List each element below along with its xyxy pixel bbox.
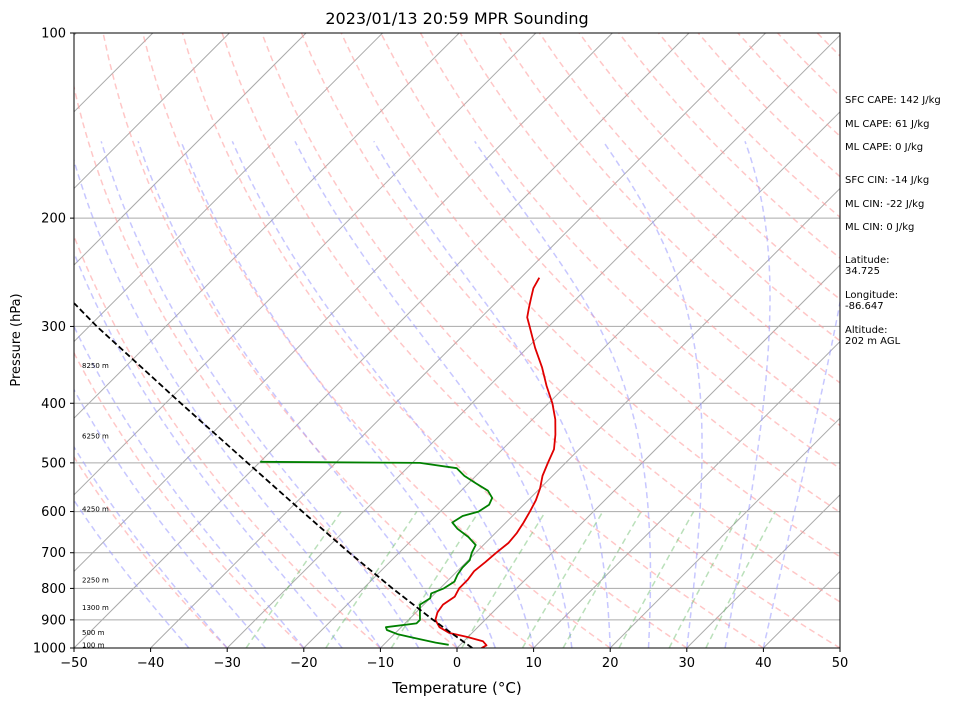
y-tick-label: 800	[41, 582, 66, 597]
moist-adiabat-line	[74, 250, 343, 648]
dry-adiabat-line	[181, 33, 688, 648]
ml-cape-text-2: ML CAPE: 0 J/kg	[845, 142, 924, 153]
isotherm-line	[226, 34, 840, 648]
mixing-ratio-line	[245, 511, 342, 648]
dry-adiabat-line	[102, 33, 535, 648]
dry-adiabat-line	[261, 33, 840, 648]
y-axis-label: Pressure (hPa)	[9, 293, 24, 386]
x-tick-label: −50	[60, 656, 87, 671]
x-tick-label: 20	[602, 656, 619, 671]
mixing-ratio-line	[390, 511, 480, 648]
moist-adiabat-line	[74, 445, 228, 648]
dry-adiabat-line	[74, 83, 458, 648]
mixing-ratio-line	[325, 511, 418, 648]
height-label: 8250 m	[82, 362, 109, 370]
dry-adiabat-line	[74, 351, 305, 648]
x-tick-label: 0	[453, 656, 461, 671]
y-tick-label: 400	[41, 397, 66, 412]
dry-adiabat-line	[74, 234, 381, 648]
moist-adiabat-line	[74, 499, 190, 648]
isotherm-line	[533, 340, 840, 648]
y-tick-label: 500	[41, 456, 66, 471]
isotherm-line	[609, 417, 840, 648]
height-label: 100 m	[82, 641, 105, 649]
moist-adiabat-line	[100, 141, 420, 648]
parcel-line	[74, 302, 473, 648]
altitude-text: Altitude: 202 m AGL	[845, 325, 901, 347]
isotherm-line	[303, 111, 840, 648]
plot-frame	[73, 32, 841, 649]
isotherm-line	[74, 33, 230, 190]
mixing-ratio-line	[461, 511, 547, 648]
x-tick-label: 50	[832, 656, 849, 671]
moist-adiabat-line	[724, 141, 771, 648]
height-label: 6250 m	[82, 433, 109, 441]
moist-adiabat-line	[762, 298, 840, 648]
x-tick-label: −30	[213, 656, 240, 671]
sfc-cape-text: SFC CAPE: 142 J/kg	[845, 95, 941, 106]
isotherm-line	[74, 33, 383, 343]
dry-adiabat-line	[578, 33, 840, 301]
moist-adiabat-line	[74, 324, 305, 648]
moist-adiabat-line	[74, 157, 382, 648]
moist-adiabat-line	[180, 141, 497, 648]
isotherm-line	[456, 264, 840, 648]
isotherm-line	[74, 33, 307, 266]
moist-adiabat-line	[74, 388, 267, 648]
isotherm-line	[74, 33, 690, 648]
x-tick-label: −40	[137, 656, 164, 671]
moist-adiabat-line	[231, 140, 535, 648]
mixing-ratio-line	[668, 511, 742, 648]
x-tick-label: 30	[679, 656, 696, 671]
mixing-ratio-line	[705, 511, 776, 648]
isotherm-line	[150, 33, 766, 648]
isotherm-line	[74, 33, 613, 573]
mixing-ratio-line	[521, 511, 604, 648]
ml-cape-text-1: ML CAPE: 61 J/kg	[845, 119, 930, 130]
moist-adiabat-line	[294, 140, 573, 648]
x-axis-label: Temperature (°C)	[391, 679, 521, 697]
dry-adiabat-line	[936, 33, 960, 648]
longitude-text: Longitude: -86.647	[845, 290, 899, 312]
latitude-text: Latitude: 34.725	[845, 255, 890, 277]
isotherm-line	[74, 33, 460, 419]
y-tick-label: 200	[41, 212, 66, 227]
y-tick-label: 600	[41, 505, 66, 520]
moist-adiabat-line	[602, 140, 703, 648]
mixing-ratio-line	[618, 511, 695, 648]
x-tick-label: −20	[290, 656, 317, 671]
moist-adiabat-line	[137, 141, 458, 648]
ml-cin-text-2: ML CIN: 0 J/kg	[845, 222, 915, 233]
isotherm-line	[74, 33, 537, 496]
y-tick-label: 100	[41, 27, 66, 42]
y-tick-label: 900	[41, 613, 66, 628]
x-tick-label: 40	[755, 656, 772, 671]
y-tick-label: 300	[41, 320, 66, 335]
height-label: 2250 m	[82, 576, 109, 584]
y-tick-label: 700	[41, 546, 66, 561]
sfc-cin-text: SFC CIN: -14 J/kg	[845, 175, 930, 186]
height-label: 4250 m	[82, 505, 109, 513]
mixing-ratio-line	[562, 511, 642, 648]
moist-adiabat-line	[474, 140, 652, 648]
ml-cin-text-1: ML CIN: -22 J/kg	[845, 199, 925, 210]
x-tick-label: 10	[525, 656, 542, 671]
moist-adiabat-line	[373, 140, 611, 648]
y-tick-label: 1000	[33, 642, 66, 657]
chart-title: 2023/01/13 20:59 MPR Sounding	[325, 9, 588, 28]
isotherm-line	[686, 494, 840, 648]
dewpoint-line	[260, 460, 494, 646]
height-label: 500 m	[82, 629, 105, 637]
dry-adiabat-line	[142, 33, 611, 648]
x-tick-label: −10	[367, 656, 394, 671]
isotherm-line	[380, 187, 840, 648]
height-label: 1300 m	[82, 604, 109, 612]
